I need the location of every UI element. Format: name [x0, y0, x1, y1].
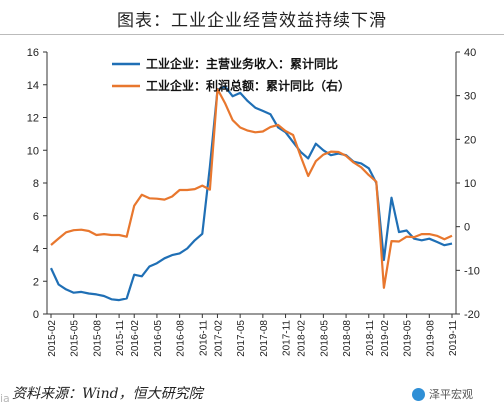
- wechat-icon: [412, 387, 425, 401]
- x-tick-label: 2015-02: [47, 320, 58, 357]
- legend-label: 工业企业：主营业务收入：累计同比: [146, 56, 338, 71]
- x-tick-label: 2018-11: [365, 320, 376, 356]
- x-tick-label: 2018-05: [319, 320, 330, 357]
- left-tick-label: 4: [33, 244, 39, 256]
- chart-title: 图表：工业企业经营效益持续下滑: [117, 11, 387, 31]
- left-tick-label: 2: [33, 276, 39, 288]
- left-tick-label: 6: [33, 211, 39, 223]
- left-tick-label: 14: [27, 80, 39, 92]
- left-tick-label: 10: [27, 145, 39, 157]
- left-tick-label: 12: [27, 113, 39, 125]
- x-tick-label: 2017-08: [259, 320, 270, 357]
- x-tick-label: 2016-08: [176, 320, 187, 357]
- line-chart: 0 2 4 6 8 10 12 14 16 -20 -10 0 10 20 30 40 2015-02 2015-…: [27, 47, 480, 357]
- x-tick-label: 2015-08: [92, 320, 103, 357]
- right-tick-label: -10: [464, 265, 480, 277]
- title-divider: [0, 34, 504, 35]
- x-tick-label: 2015-05: [70, 320, 81, 357]
- watermark-label: 泽平宏观: [429, 388, 473, 401]
- x-tick-label: 2017-11: [282, 320, 293, 356]
- right-tick-label: 20: [464, 134, 476, 146]
- x-tick-label: 2016-02: [130, 320, 141, 357]
- right-tick-label: 40: [464, 47, 476, 59]
- watermark: 泽平宏观: [412, 386, 473, 402]
- x-tick-label: 2019-11: [448, 320, 459, 356]
- x-tick-label: 2018-08: [342, 320, 353, 357]
- x-tick-label: 2018-02: [297, 320, 308, 357]
- revenue-series-line: [50, 85, 453, 302]
- source-note: 资料来源：Wind，恒大研究院: [12, 386, 203, 402]
- x-tick-label: 2016-11: [198, 320, 209, 356]
- x-tick-label: 2016-05: [153, 320, 164, 357]
- right-tick-label: 10: [464, 178, 476, 190]
- right-tick-label: -20: [464, 309, 480, 321]
- corner-text: ia: [0, 392, 10, 405]
- x-tick-label: 2019-08: [425, 320, 436, 357]
- right-tick-label: 30: [464, 91, 476, 103]
- x-tick-label: 2017-05: [236, 320, 247, 357]
- left-tick-label: 0: [33, 309, 39, 321]
- x-tick-label: 2019-05: [403, 320, 414, 357]
- profit-series-line: [50, 88, 453, 289]
- left-tick-label: 8: [33, 178, 39, 190]
- left-tick-label: 16: [27, 47, 39, 59]
- legend-label: 工业企业：利润总额：累计同比（右）: [146, 78, 350, 93]
- x-tick-label: 2015-11: [115, 320, 126, 356]
- x-tick-label: 2019-02: [380, 320, 391, 357]
- x-tick-label: 2017-02: [213, 320, 224, 357]
- right-tick-label: 0: [464, 222, 470, 234]
